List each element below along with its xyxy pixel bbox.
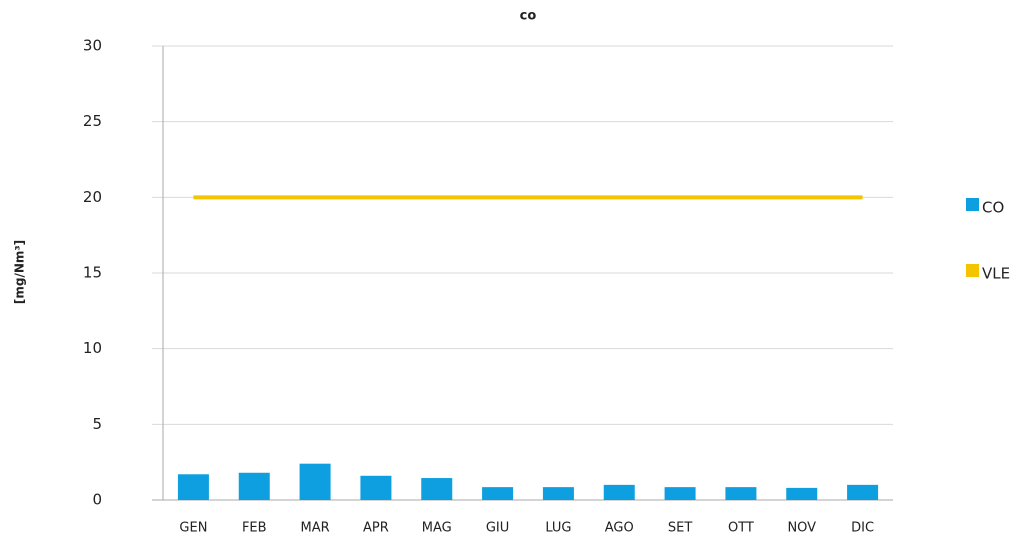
bar <box>482 487 514 500</box>
chart-title: co <box>520 9 537 24</box>
y-tick-label: 25 <box>83 112 102 130</box>
bar <box>177 474 209 500</box>
bar <box>299 463 331 500</box>
legend-swatch <box>966 198 979 211</box>
x-tick-label: DIC <box>851 521 874 536</box>
y-tick-label: 10 <box>83 339 102 357</box>
bar <box>421 478 453 500</box>
legend-label: CO <box>982 199 1004 217</box>
bar <box>238 472 270 500</box>
bar <box>603 484 635 500</box>
bar <box>542 487 574 500</box>
x-tick-label: MAR <box>301 521 330 536</box>
bar <box>725 487 757 500</box>
legend-swatch <box>966 264 979 277</box>
x-tick-label: FEB <box>242 521 267 536</box>
x-tick-label: GEN <box>179 521 207 536</box>
y-axis-label: [mg/Nm³] <box>13 240 27 304</box>
x-tick-label: LUG <box>545 521 571 536</box>
x-tick-label: GIU <box>486 521 509 536</box>
x-tick-label: AGO <box>605 521 634 536</box>
y-tick-label: 30 <box>83 37 102 55</box>
bar <box>664 487 696 500</box>
y-tick-label: 20 <box>83 188 102 206</box>
x-tick-label: APR <box>363 521 389 536</box>
y-tick-label: 15 <box>83 264 102 282</box>
y-tick-label: 5 <box>92 415 102 433</box>
x-tick-label: MAG <box>422 521 452 536</box>
bar <box>847 484 879 500</box>
legend-label: VLE <box>982 265 1010 283</box>
x-tick-label: SET <box>668 521 692 536</box>
x-tick-label: OTT <box>728 521 754 536</box>
bar <box>360 475 392 500</box>
bar <box>786 487 818 500</box>
y-tick-label: 0 <box>92 491 102 509</box>
x-tick-label: NOV <box>787 521 816 536</box>
